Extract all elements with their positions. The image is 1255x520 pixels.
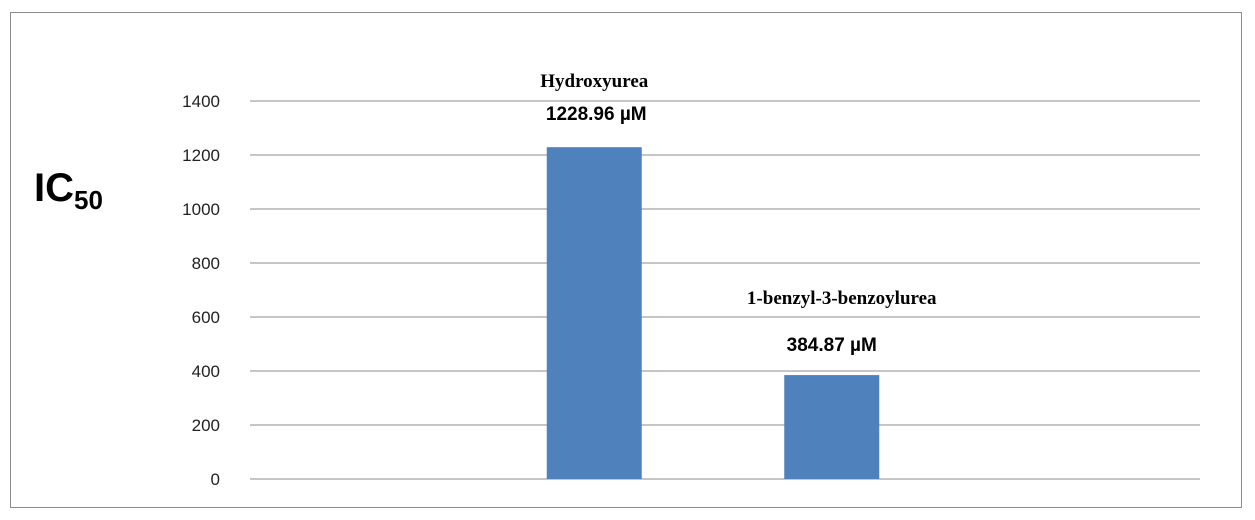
y-tick-label: 600: [192, 308, 220, 327]
y-tick-labels: 0 200 400 600 800 1000 1200 1400: [182, 92, 220, 489]
bars: [546, 147, 880, 480]
bar: [546, 147, 642, 480]
y-tick-label: 1000: [182, 200, 220, 219]
y-tick-label: 400: [192, 362, 220, 381]
y-tick-label: 1200: [182, 146, 220, 165]
y-tick-label: 0: [211, 470, 220, 489]
bar-labels: Hydroxyurea 1228.96 µM 1-benzyl-3-benzoylu…: [540, 71, 937, 356]
bar-category-label: 1-benzyl-3-benzoylurea: [747, 288, 937, 309]
gridlines: [250, 100, 1200, 480]
bar-data-label: 1228.96 µM: [546, 104, 647, 125]
y-tick-label: 1400: [182, 92, 220, 111]
bar-category-label: Hydroxyurea: [540, 71, 649, 92]
bar-data-label: 384.87 µM: [787, 335, 877, 356]
y-tick-label: 200: [192, 416, 220, 435]
y-tick-label: 800: [192, 254, 220, 273]
y-axis-label: IC50: [34, 166, 103, 215]
bar: [784, 375, 880, 479]
